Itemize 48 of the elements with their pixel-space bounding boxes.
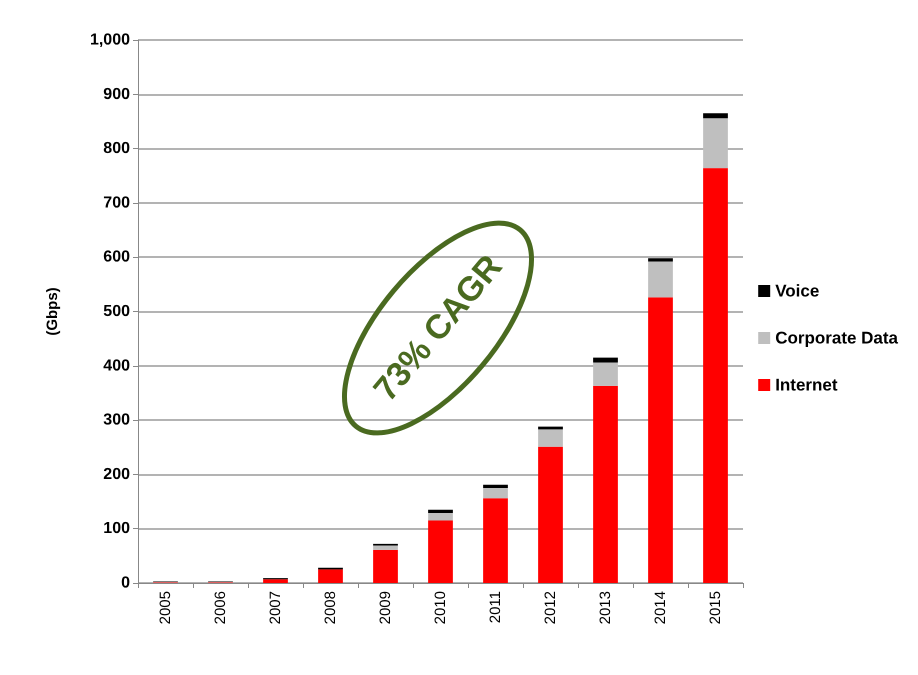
legend-label: Voice xyxy=(775,282,820,300)
y-tick-label: 900 xyxy=(103,86,130,103)
legend-label: Internet xyxy=(775,376,838,394)
bar xyxy=(373,550,398,583)
bar xyxy=(483,488,508,498)
x-tick-label: 2007 xyxy=(267,591,284,624)
x-tick-label: 2009 xyxy=(377,591,394,624)
bar xyxy=(483,484,508,488)
bar xyxy=(593,358,618,363)
x-tick-label: 2006 xyxy=(212,591,229,624)
y-tick-label: 300 xyxy=(103,412,130,429)
bar xyxy=(648,297,673,583)
bar xyxy=(593,386,618,583)
bar xyxy=(373,546,398,550)
bar xyxy=(703,113,728,118)
y-tick-label: 600 xyxy=(103,248,130,266)
bar xyxy=(428,510,453,513)
y-tick-label: 800 xyxy=(103,140,130,158)
bar xyxy=(648,258,673,262)
y-tick-label: 200 xyxy=(103,466,130,483)
bar xyxy=(483,498,508,583)
bar xyxy=(263,579,288,583)
x-tick-label: 2013 xyxy=(597,591,614,624)
bar xyxy=(538,429,563,447)
bar xyxy=(648,262,673,298)
bar xyxy=(428,512,453,521)
y-tick-label: 1,000 xyxy=(90,32,130,48)
x-tick-label: 2010 xyxy=(432,591,449,624)
y-tick-label: 0 xyxy=(121,574,130,592)
bar xyxy=(703,118,728,168)
x-tick-label: 2015 xyxy=(707,591,724,624)
x-tick-label: 2014 xyxy=(652,591,669,624)
bar xyxy=(428,520,453,583)
bar xyxy=(538,426,563,430)
bar xyxy=(593,362,618,386)
bar xyxy=(318,569,343,583)
x-tick-label: 2011 xyxy=(487,591,504,624)
y-axis-title: (Gbps) xyxy=(44,287,61,336)
bar xyxy=(703,168,728,583)
y-tick-label: 400 xyxy=(103,357,130,374)
y-tick-label: 700 xyxy=(103,194,130,212)
x-tick-label: 2008 xyxy=(322,591,339,624)
bar xyxy=(538,446,563,583)
x-tick-label: 2012 xyxy=(542,591,559,624)
y-tick-label: 500 xyxy=(103,303,130,320)
y-tick-label: 100 xyxy=(103,520,130,538)
legend-label: Corporate Data xyxy=(775,328,899,348)
x-tick-label: 2005 xyxy=(157,591,174,624)
